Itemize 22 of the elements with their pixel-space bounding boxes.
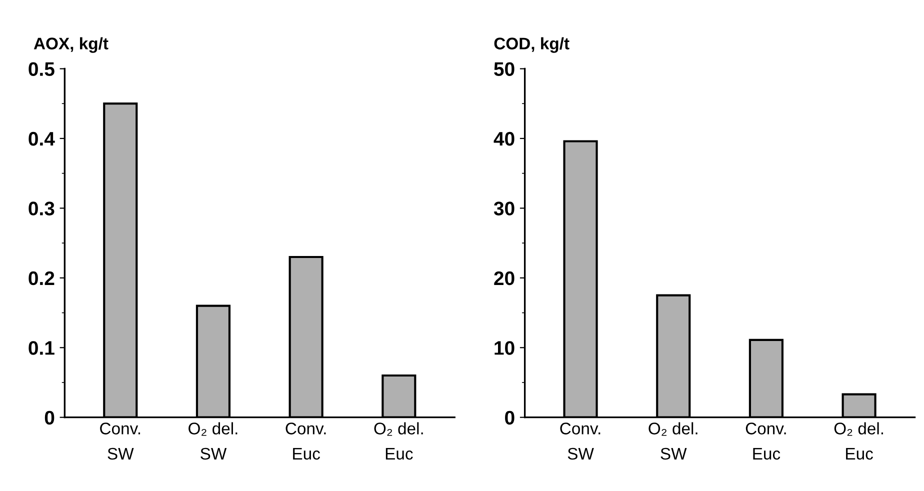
y-tick-label: 0.4 — [28, 132, 55, 146]
y-tick-label: 0.5 — [28, 62, 54, 76]
y-tick-label: 10 — [494, 341, 514, 355]
y-tick-label: 30 — [494, 202, 514, 216]
x-tick-label: Conv. SW — [100, 422, 140, 460]
x-tick-label: O₂ del. Euc — [374, 422, 423, 460]
y-tick-label: 0.2 — [28, 271, 54, 286]
y-tick-label: 50 — [494, 62, 514, 76]
x-tick-label: O₂ del. SW — [188, 422, 238, 460]
y-tick-label: 0.1 — [28, 341, 54, 355]
chart-title: COD, kg/t — [494, 37, 570, 53]
y-tick-label: 20 — [494, 271, 514, 286]
y-tick-label: 0 — [44, 410, 54, 425]
x-tick-label: Conv. Euc — [286, 422, 326, 460]
x-tick-label: O₂ del. SW — [648, 422, 698, 460]
x-tick-label: Conv. Euc — [746, 422, 786, 460]
y-tick-label: 0 — [505, 410, 514, 425]
x-tick-label: O₂ del. Euc — [834, 422, 883, 460]
x-tick-label: Conv. SW — [560, 422, 600, 460]
y-tick-label: 40 — [494, 132, 514, 146]
y-tick-label: 0.3 — [28, 202, 54, 216]
chart-title: AOX, kg/t — [34, 37, 108, 53]
